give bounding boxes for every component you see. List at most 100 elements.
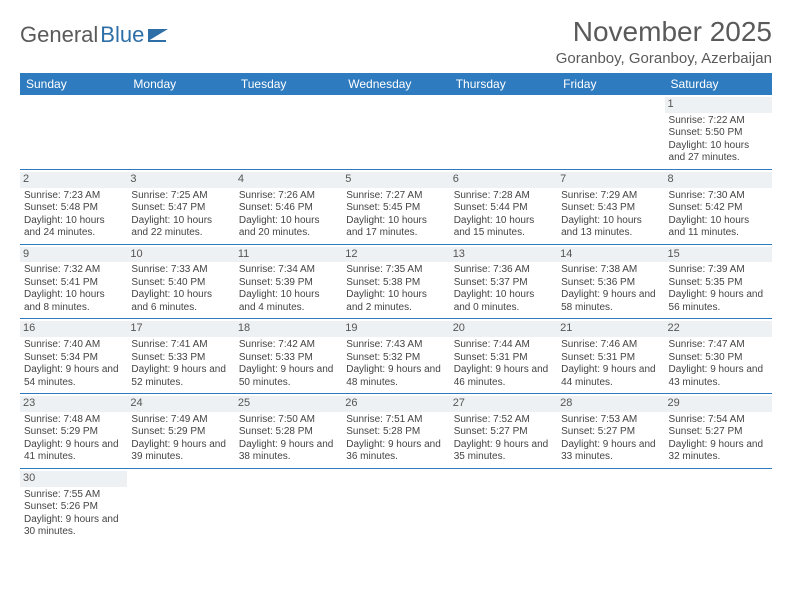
daylight-text: Daylight: 9 hours and 54 minutes.	[24, 364, 123, 389]
day-cell-empty	[127, 95, 234, 169]
daylight-text: Daylight: 9 hours and 48 minutes.	[346, 364, 445, 389]
day-number: 18	[235, 321, 342, 337]
daylight-text: Daylight: 9 hours and 36 minutes.	[346, 439, 445, 464]
logo-text-a: General	[20, 22, 98, 48]
sunset-text: Sunset: 5:28 PM	[239, 426, 338, 439]
day-cell: 19Sunrise: 7:43 AMSunset: 5:32 PMDayligh…	[342, 319, 449, 393]
daylight-text: Daylight: 10 hours and 24 minutes.	[24, 215, 123, 240]
sunrise-text: Sunrise: 7:51 AM	[346, 414, 445, 427]
week-row: 2Sunrise: 7:23 AMSunset: 5:48 PMDaylight…	[20, 170, 772, 245]
sunrise-text: Sunrise: 7:54 AM	[669, 414, 768, 427]
day-cell: 5Sunrise: 7:27 AMSunset: 5:45 PMDaylight…	[342, 170, 449, 244]
day-number: 15	[665, 247, 772, 263]
daylight-text: Daylight: 9 hours and 38 minutes.	[239, 439, 338, 464]
day-cell: 24 Sunrise: 7:49 AMSunset: 5:29 PMDayligh…	[127, 394, 234, 468]
sunset-text: Sunset: 5:29 PM	[131, 426, 230, 439]
sunrise-text: Sunrise: 7:29 AM	[561, 190, 660, 203]
daylight-text: Daylight: 9 hours and 52 minutes.	[131, 364, 230, 389]
day-number: 6	[450, 172, 557, 188]
weekday-header: Monday	[127, 73, 234, 95]
sunrise-text: Sunrise: 7:42 AM	[239, 339, 338, 352]
day-cell: 7Sunrise: 7:29 AMSunset: 5:43 PMDaylight…	[557, 170, 664, 244]
sunset-text: Sunset: 5:41 PM	[24, 277, 123, 290]
day-cell: 6Sunrise: 7:28 AMSunset: 5:44 PMDaylight…	[450, 170, 557, 244]
daylight-text: Daylight: 9 hours and 58 minutes.	[561, 289, 660, 314]
logo-flag-icon	[148, 27, 170, 43]
day-cell-empty	[20, 95, 127, 169]
day-cell-empty	[235, 469, 342, 543]
sunset-text: Sunset: 5:27 PM	[561, 426, 660, 439]
day-cell: 13Sunrise: 7:36 AMSunset: 5:37 PMDayligh…	[450, 245, 557, 319]
logo: GeneralBlue	[20, 16, 170, 48]
calendar-grid: SundayMondayTuesdayWednesdayThursdayFrid…	[20, 73, 772, 543]
day-cell: 9Sunrise: 7:32 AMSunset: 5:41 PMDaylight…	[20, 245, 127, 319]
week-row: 9Sunrise: 7:32 AMSunset: 5:41 PMDaylight…	[20, 245, 772, 320]
sunset-text: Sunset: 5:27 PM	[669, 426, 768, 439]
sunrise-text: Sunrise: 7:53 AM	[561, 414, 660, 427]
sunset-text: Sunset: 5:50 PM	[669, 127, 768, 140]
location-subtitle: Goranboy, Goranboy, Azerbaijan	[556, 50, 772, 67]
sunset-text: Sunset: 5:33 PM	[131, 352, 230, 365]
day-cell: 3Sunrise: 7:25 AMSunset: 5:47 PMDaylight…	[127, 170, 234, 244]
sunrise-text: Sunrise: 7:23 AM	[24, 190, 123, 203]
daylight-text: Daylight: 10 hours and 8 minutes.	[24, 289, 123, 314]
day-number: 8	[665, 172, 772, 188]
sunset-text: Sunset: 5:36 PM	[561, 277, 660, 290]
sunrise-text: Sunrise: 7:33 AM	[131, 264, 230, 277]
daylight-text: Daylight: 9 hours and 39 minutes.	[131, 439, 230, 464]
daylight-text: Daylight: 10 hours and 15 minutes.	[454, 215, 553, 240]
sunset-text: Sunset: 5:31 PM	[561, 352, 660, 365]
daylight-text: Daylight: 9 hours and 33 minutes.	[561, 439, 660, 464]
sunset-text: Sunset: 5:31 PM	[454, 352, 553, 365]
sunrise-text: Sunrise: 7:36 AM	[454, 264, 553, 277]
daylight-text: Daylight: 10 hours and 11 minutes.	[669, 215, 768, 240]
day-cell-empty	[665, 469, 772, 543]
daylight-text: Daylight: 9 hours and 30 minutes.	[24, 514, 123, 539]
daylight-text: Daylight: 10 hours and 0 minutes.	[454, 289, 553, 314]
day-number: 14	[557, 247, 664, 263]
day-cell-empty	[342, 469, 449, 543]
day-cell: 1Sunrise: 7:22 AMSunset: 5:50 PMDaylight…	[665, 95, 772, 169]
day-cell: 29Sunrise: 7:54 AMSunset: 5:27 PMDayligh…	[665, 394, 772, 468]
day-number: 19	[342, 321, 449, 337]
day-cell: 14Sunrise: 7:38 AMSunset: 5:36 PMDayligh…	[557, 245, 664, 319]
day-cell: 22Sunrise: 7:47 AMSunset: 5:30 PMDayligh…	[665, 319, 772, 393]
daylight-text: Daylight: 9 hours and 32 minutes.	[669, 439, 768, 464]
day-number: 28	[557, 396, 664, 412]
day-number: 20	[450, 321, 557, 337]
sunrise-text: Sunrise: 7:40 AM	[24, 339, 123, 352]
logo-text-b: Blue	[100, 22, 144, 48]
day-cell-empty	[235, 95, 342, 169]
sunset-text: Sunset: 5:40 PM	[131, 277, 230, 290]
week-row: 30Sunrise: 7:55 AMSunset: 5:26 PMDayligh…	[20, 469, 772, 543]
day-cell-empty	[450, 469, 557, 543]
day-cell: 20Sunrise: 7:44 AMSunset: 5:31 PMDayligh…	[450, 319, 557, 393]
day-number: 17	[127, 321, 234, 337]
calendar-page: GeneralBlue November 2025 Goranboy, Gora…	[0, 0, 792, 559]
sunset-text: Sunset: 5:48 PM	[24, 202, 123, 215]
sunset-text: Sunset: 5:39 PM	[239, 277, 338, 290]
weekday-header: Wednesday	[342, 73, 449, 95]
sunrise-text: Sunrise: 7:28 AM	[454, 190, 553, 203]
sunrise-text: Sunrise: 7:48 AM	[24, 414, 123, 427]
sunset-text: Sunset: 5:43 PM	[561, 202, 660, 215]
sunrise-text: Sunrise: 7:49 AM	[131, 414, 230, 427]
daylight-text: Daylight: 9 hours and 35 minutes.	[454, 439, 553, 464]
sunrise-text: Sunrise: 7:34 AM	[239, 264, 338, 277]
day-number: 7	[557, 172, 664, 188]
day-cell: 17Sunrise: 7:41 AMSunset: 5:33 PMDayligh…	[127, 319, 234, 393]
daylight-text: Daylight: 9 hours and 50 minutes.	[239, 364, 338, 389]
sunrise-text: Sunrise: 7:27 AM	[346, 190, 445, 203]
weekday-header: Thursday	[450, 73, 557, 95]
day-number: 10	[127, 247, 234, 263]
day-cell: 23Sunrise: 7:48 AMSunset: 5:29 PMDayligh…	[20, 394, 127, 468]
sunrise-text: Sunrise: 7:30 AM	[669, 190, 768, 203]
daylight-text: Daylight: 10 hours and 22 minutes.	[131, 215, 230, 240]
sunset-text: Sunset: 5:32 PM	[346, 352, 445, 365]
sunrise-text: Sunrise: 7:47 AM	[669, 339, 768, 352]
day-number: 24	[127, 396, 234, 412]
sunset-text: Sunset: 5:30 PM	[669, 352, 768, 365]
sunset-text: Sunset: 5:45 PM	[346, 202, 445, 215]
day-number: 9	[20, 247, 127, 263]
day-number: 23	[20, 396, 127, 412]
